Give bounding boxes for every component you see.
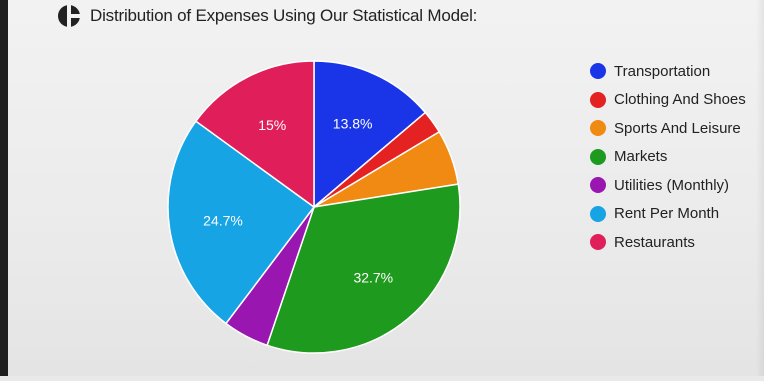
- legend-label: Clothing And Shoes: [614, 91, 746, 109]
- legend-item-markets: Markets: [590, 143, 746, 172]
- legend-item-transportation: Transportation: [590, 57, 746, 86]
- screen-edge: [756, 0, 764, 376]
- legend-label: Rent Per Month: [614, 205, 720, 223]
- chart-header: Distribution of Expenses Using Our Stati…: [58, 4, 477, 28]
- legend-swatch: [590, 63, 606, 80]
- legend-label: Utilities (Monthly): [614, 176, 730, 194]
- pie-chart: 13.8% 32.7% 24.7% 15%: [167, 60, 461, 354]
- chart-legend: Transportation Clothing And Shoes Sports A…: [590, 57, 746, 257]
- slice-label-markets: 32.7%: [353, 269, 393, 285]
- screen: Distribution of Expenses Using Our Stati…: [8, 0, 764, 376]
- legend-swatch: [590, 91, 606, 108]
- legend-swatch: [590, 234, 606, 251]
- legend-item-sports-and-leisure: Sports And Leisure: [590, 114, 746, 143]
- legend-label: Sports And Leisure: [614, 119, 741, 137]
- legend-item-utilities-monthly: Utilities (Monthly): [590, 171, 746, 200]
- bottom-strip: [0, 376, 764, 381]
- legend-item-restaurants: Restaurants: [590, 228, 746, 257]
- legend-label: Markets: [614, 148, 668, 166]
- legend-swatch: [590, 177, 606, 194]
- legend-label: Transportation: [614, 62, 711, 80]
- slice-label-rent-per-month: 24.7%: [203, 213, 243, 229]
- pie-slice-markets: [266, 183, 461, 354]
- chart-title: Distribution of Expenses Using Our Stati…: [90, 6, 478, 25]
- logo-icon: [58, 5, 80, 27]
- legend-swatch: [590, 205, 606, 222]
- pie-slice-restaurants: [194, 60, 315, 209]
- legend-item-rent-per-month: Rent Per Month: [590, 200, 746, 229]
- legend-item-clothing-and-shoes: Clothing And Shoes: [590, 86, 746, 115]
- legend-swatch: [590, 148, 606, 165]
- legend-label: Restaurants: [614, 233, 695, 251]
- slice-label-transportation: 13.8%: [333, 116, 373, 132]
- legend-swatch: [590, 120, 606, 137]
- slice-label-restaurants: 15%: [258, 117, 286, 133]
- pie-slice-rent-per-month: [167, 120, 316, 325]
- pie-slice-transportation: [313, 60, 427, 209]
